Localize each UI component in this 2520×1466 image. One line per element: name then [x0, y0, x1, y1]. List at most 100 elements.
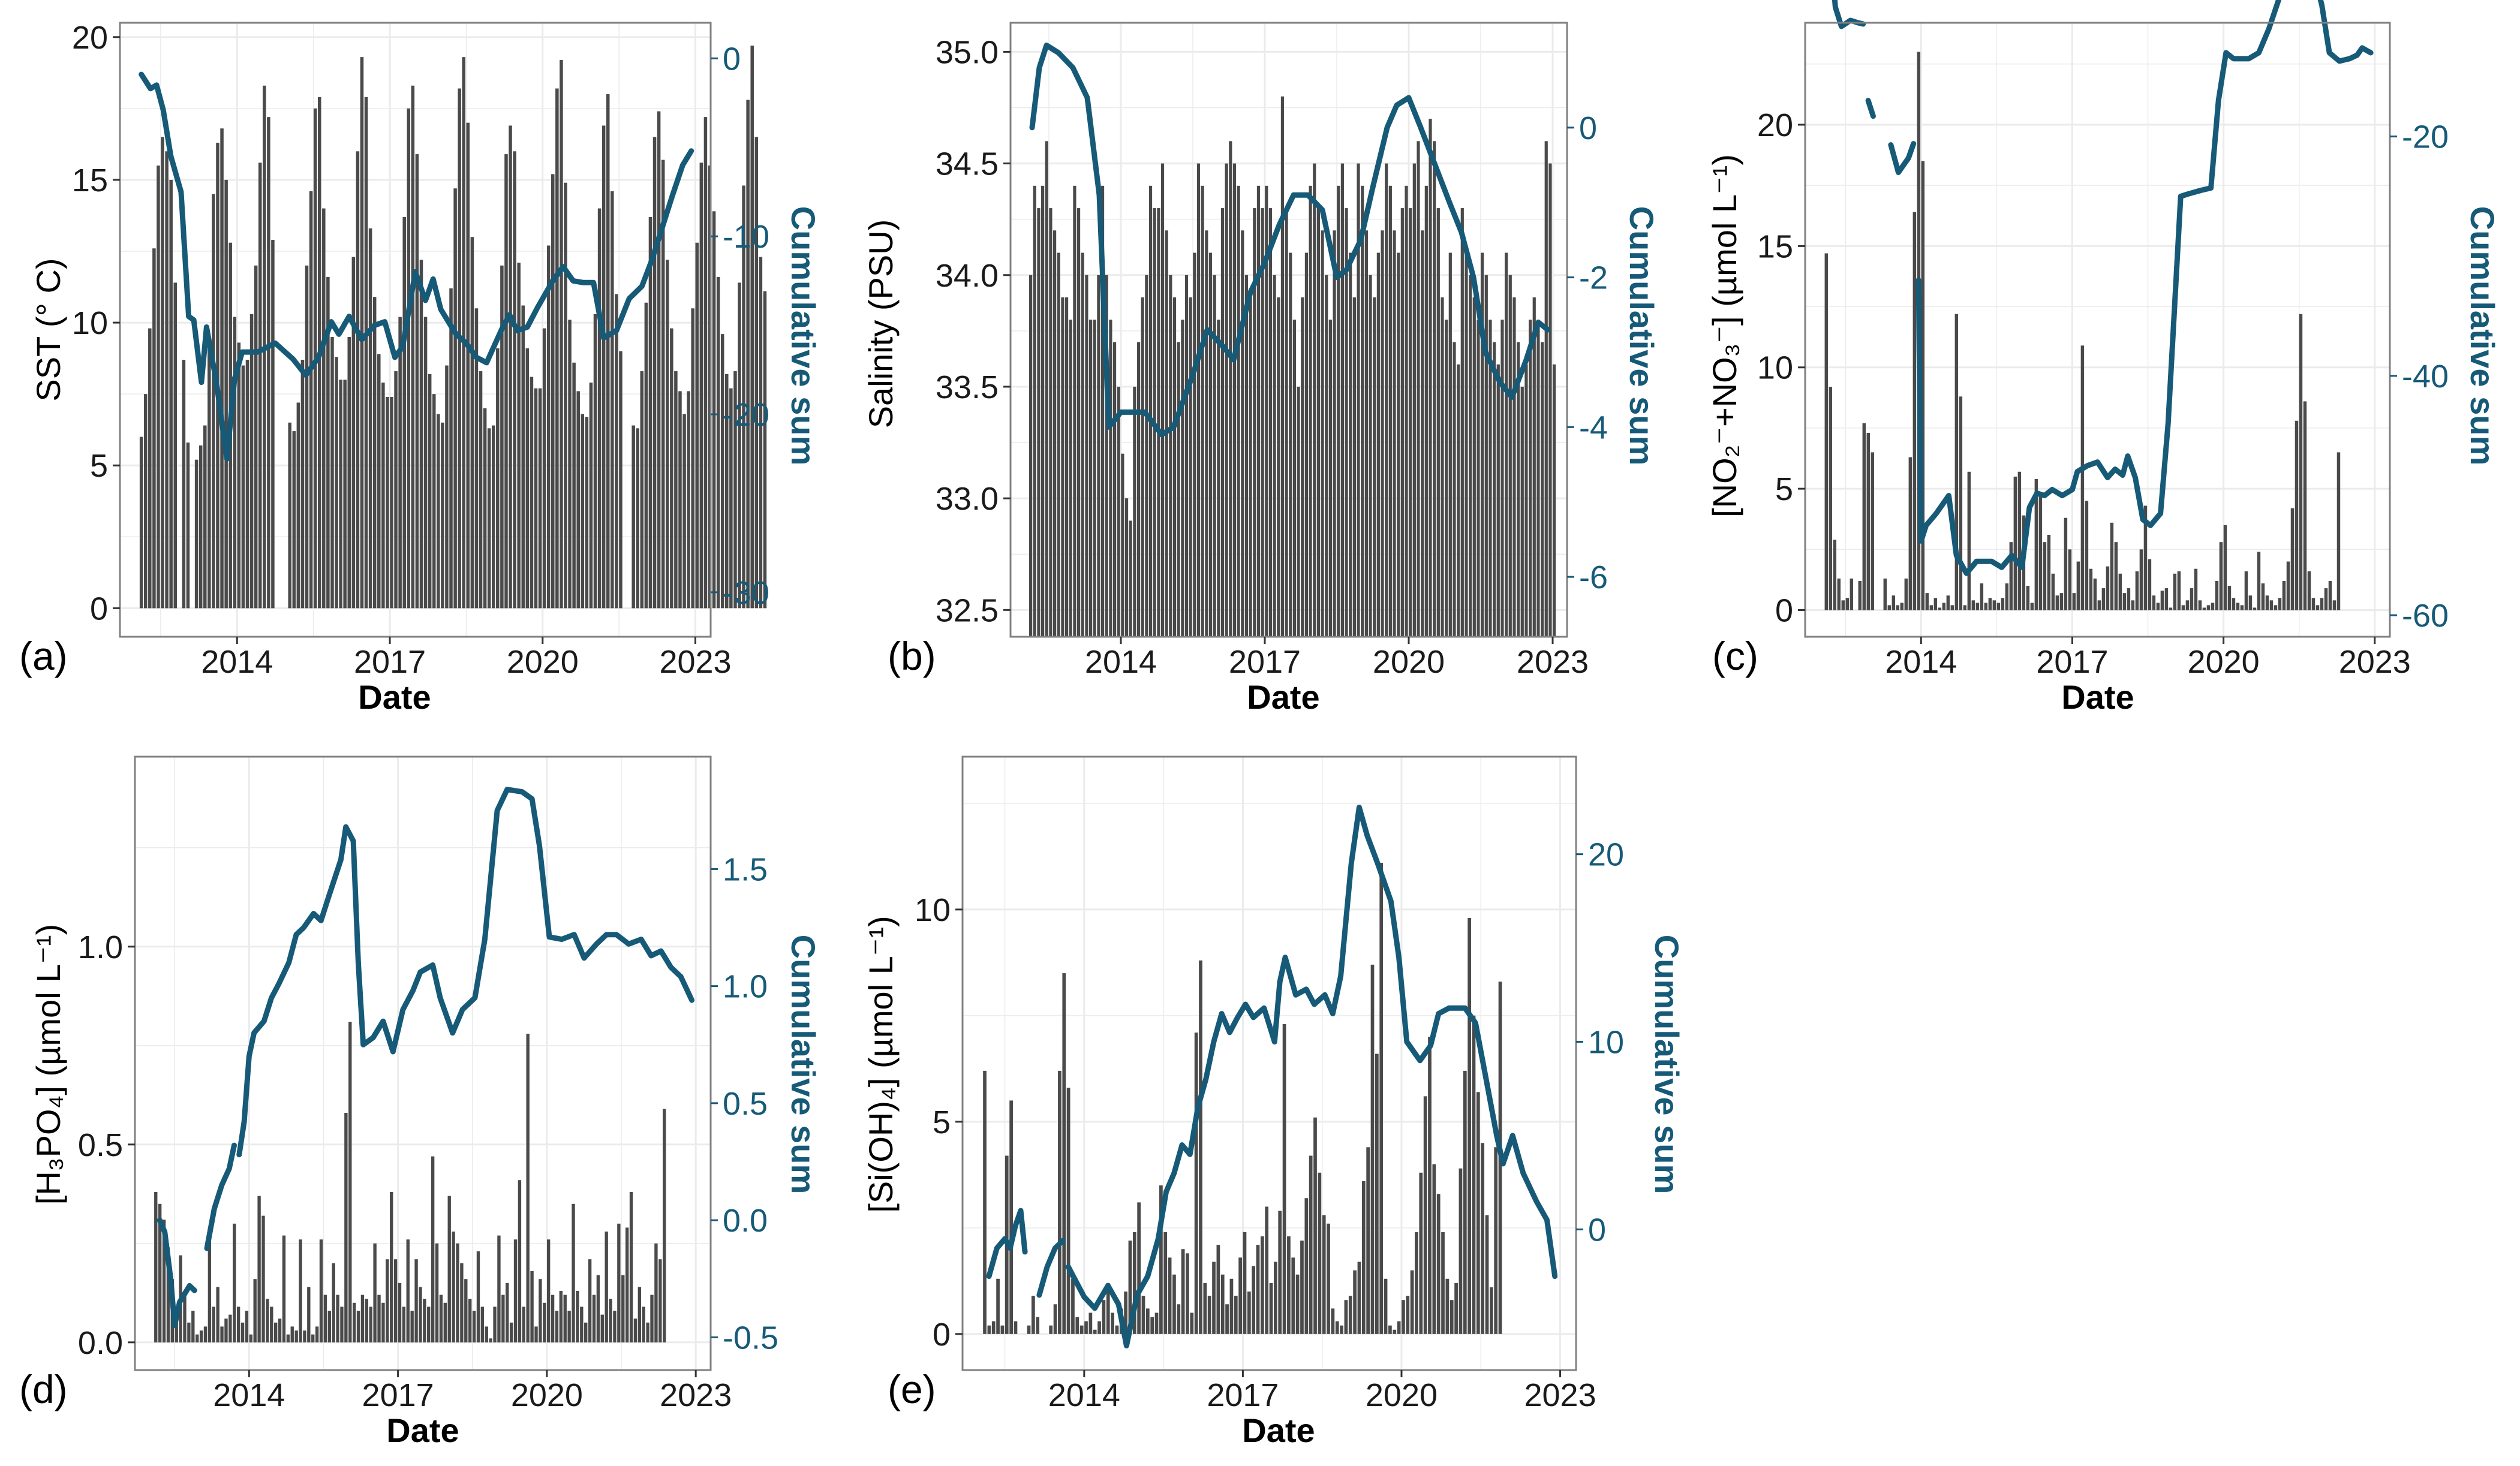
bar	[2274, 605, 2278, 610]
x-axis-title: Date	[2061, 678, 2134, 716]
bar	[1217, 320, 1220, 637]
y-tick-label: 34.0	[936, 258, 999, 294]
bar	[1136, 342, 1141, 637]
bar	[381, 1302, 385, 1342]
bar	[2315, 605, 2320, 610]
bar	[2001, 598, 2005, 610]
bar	[1532, 297, 1536, 637]
bar	[468, 1299, 472, 1342]
bar	[1328, 320, 1332, 637]
bar	[340, 1307, 344, 1342]
y2-tick-label: 0.0	[723, 1203, 768, 1239]
bar	[1331, 1308, 1335, 1334]
bar	[364, 97, 368, 609]
y2-tick-label: 0	[1588, 1212, 1606, 1248]
bar	[212, 1307, 215, 1342]
bar	[534, 1326, 538, 1342]
x-axis-title: Date	[1247, 678, 1319, 716]
bar	[703, 117, 708, 609]
bar	[605, 1232, 608, 1342]
bar	[183, 1291, 187, 1342]
bar	[1373, 297, 1376, 637]
bar	[1085, 275, 1088, 637]
y-tick-label: 5	[90, 448, 108, 484]
bar	[282, 1235, 286, 1342]
y2-tick-label: 0	[1579, 110, 1597, 146]
bar	[1313, 163, 1316, 637]
bar	[458, 88, 461, 609]
bar	[708, 165, 712, 609]
bar	[162, 1220, 166, 1342]
bar	[191, 1311, 195, 1342]
bar	[1340, 163, 1344, 637]
bar	[1189, 297, 1192, 637]
y2-tick-label: -2	[1579, 260, 1608, 296]
bar	[344, 1113, 348, 1342]
bar	[674, 371, 678, 609]
bar	[1145, 275, 1148, 637]
bar	[228, 1314, 232, 1342]
bar	[1950, 605, 1954, 610]
bar	[576, 1291, 579, 1342]
y2-tick-label: 1.5	[723, 851, 768, 887]
bar	[1289, 252, 1292, 637]
bar	[1109, 320, 1112, 637]
bar	[1163, 1232, 1168, 1334]
bar	[1273, 275, 1276, 637]
bar	[596, 1275, 600, 1342]
bar	[539, 1279, 542, 1342]
bar	[606, 94, 610, 609]
bar	[584, 1322, 588, 1342]
bar	[621, 1275, 625, 1342]
bar	[2072, 593, 2076, 610]
bar	[1385, 163, 1388, 637]
bar	[654, 1243, 658, 1342]
bar	[1485, 1215, 1489, 1334]
bar	[1340, 1325, 1343, 1334]
bar	[309, 191, 313, 609]
panel-label: (a)	[19, 634, 68, 678]
bar	[352, 1302, 356, 1342]
bar	[2311, 598, 2315, 610]
bar	[1069, 320, 1072, 637]
bar	[1457, 364, 1460, 637]
bar	[212, 194, 215, 609]
bar	[652, 137, 657, 609]
panel-label: (d)	[19, 1367, 68, 1411]
x-tick-label: 2017	[1207, 1377, 1279, 1413]
bar	[1062, 973, 1066, 1334]
bar	[1508, 275, 1512, 637]
bar	[489, 1338, 492, 1342]
bar	[435, 1243, 439, 1342]
panel-e: 2014 2017 2020 2023 0 5 10 0 10 20 (e) Date [Si(O…	[862, 755, 1686, 1449]
bar	[165, 151, 169, 609]
bar	[2064, 517, 2068, 610]
bar	[1450, 1300, 1454, 1334]
bar	[1493, 342, 1496, 637]
bar	[742, 185, 745, 609]
bar	[2261, 583, 2265, 610]
y-tick-label: 15	[72, 162, 108, 198]
bar	[152, 248, 156, 609]
x-tick-label: 2017	[1229, 644, 1301, 680]
bar	[199, 445, 203, 609]
bar	[1117, 386, 1120, 637]
bar	[1241, 230, 1244, 637]
cumulative-sum-line	[1888, 141, 1917, 175]
bar	[1097, 275, 1100, 637]
bar	[1896, 605, 1900, 610]
panel-label: (e)	[888, 1367, 936, 1411]
bar	[996, 1278, 1000, 1334]
bar	[419, 1287, 422, 1342]
bar	[2143, 505, 2148, 610]
bar	[199, 1330, 203, 1342]
bar	[1536, 320, 1540, 637]
bar	[580, 1307, 584, 1342]
bar	[506, 1283, 509, 1342]
bar	[1448, 252, 1452, 637]
bar	[1436, 208, 1440, 637]
y-tick-label: 5	[933, 1104, 951, 1140]
bar	[1381, 230, 1384, 637]
bar	[2148, 559, 2152, 610]
bar	[1967, 471, 1971, 610]
